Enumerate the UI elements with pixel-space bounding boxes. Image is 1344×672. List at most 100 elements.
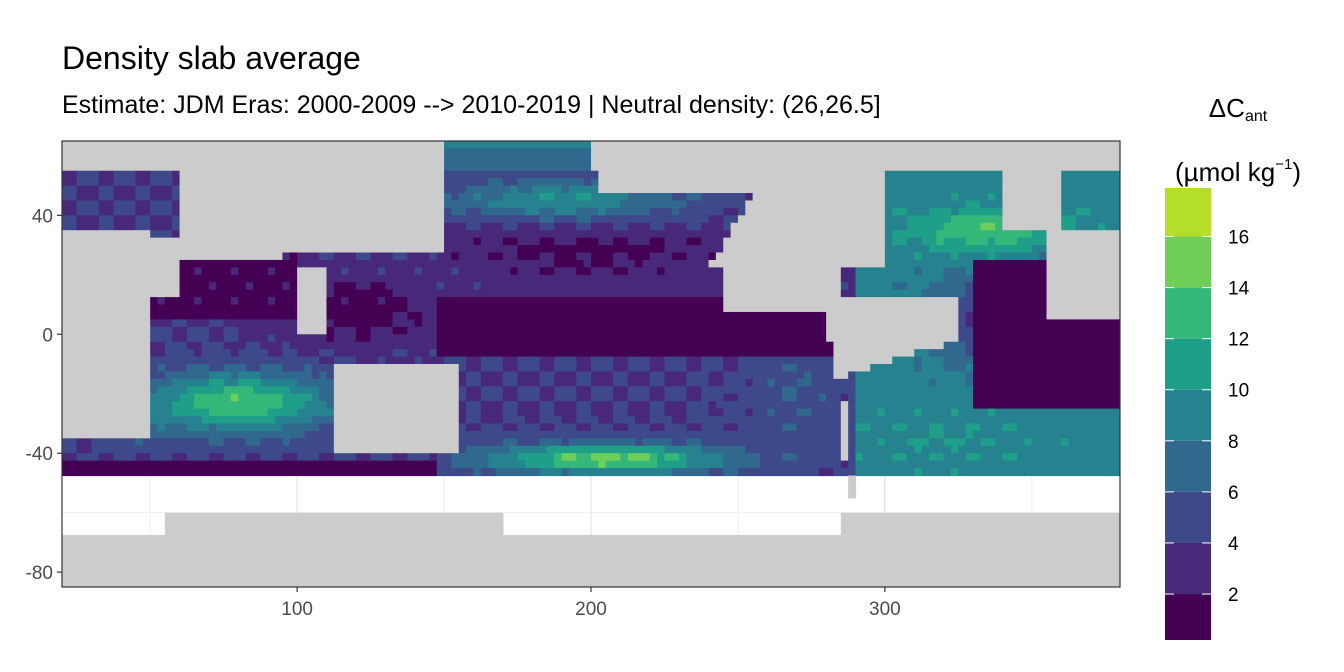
map-cell-run <box>517 222 541 231</box>
map-cell-run <box>480 207 526 216</box>
map-cell-run <box>855 453 864 462</box>
map-cell-run <box>591 378 614 387</box>
map-cell-run <box>98 200 115 209</box>
map-cell-run <box>723 356 739 365</box>
map-cell-run <box>605 460 658 469</box>
map-cell-run <box>208 282 217 291</box>
map-cell-run <box>943 237 967 246</box>
map-cell-run <box>973 401 1120 410</box>
map-cell-run <box>62 141 445 150</box>
map-cell-run <box>436 297 724 306</box>
map-cell-run <box>576 371 592 380</box>
colorbar-bin <box>1165 389 1211 441</box>
map-cell-run <box>745 445 842 454</box>
map-cell-run <box>451 453 489 462</box>
map-cell-run <box>539 393 555 402</box>
map-cell-run <box>473 193 482 202</box>
map-cell-run <box>591 252 614 261</box>
map-cell-run <box>76 185 100 194</box>
map-cell-run <box>855 438 879 447</box>
map-cell-run <box>840 453 849 462</box>
map-cell-run <box>319 349 335 358</box>
map-cell-run <box>848 430 857 439</box>
map-cell-run <box>1024 438 1033 447</box>
map-cell-run <box>62 542 1120 551</box>
map-cell-run <box>884 170 1004 179</box>
map-cell-run <box>517 178 585 187</box>
map-cell-run <box>495 468 541 477</box>
map-cell-run <box>965 364 974 373</box>
map-cell-run <box>458 430 842 439</box>
map-cell-run <box>62 364 151 373</box>
map-cell-run <box>649 453 658 462</box>
map-cell-run <box>848 408 857 417</box>
map-cell-run <box>458 371 467 380</box>
map-cell-run <box>855 371 967 380</box>
map-cell-run <box>62 207 78 216</box>
map-cell-run <box>201 341 225 350</box>
map-cell-run <box>855 468 915 477</box>
map-cell-run <box>466 386 482 395</box>
map-cell-run <box>62 215 78 224</box>
map-cell-run <box>429 349 438 358</box>
map-cell-run <box>150 364 159 373</box>
map-cell-run <box>326 282 335 291</box>
map-cell-run <box>172 185 181 194</box>
map-cell-run <box>811 408 842 417</box>
map-cell-run <box>1046 274 1120 283</box>
map-cell-run <box>745 207 886 216</box>
map-cell-run <box>539 438 563 447</box>
map-cell-run <box>840 520 1120 529</box>
map-cell-run <box>539 222 555 231</box>
map-cell-run <box>723 468 739 477</box>
map-cell-run <box>319 386 335 395</box>
map-cell-run <box>664 401 688 410</box>
map-cell-run <box>436 311 827 320</box>
map-cell-run <box>289 341 438 350</box>
map-cell-run <box>150 356 320 365</box>
map-cell-run <box>135 438 144 447</box>
map-cell-run <box>855 282 893 291</box>
map-cell-run <box>598 185 886 194</box>
map-cell-run <box>965 319 974 328</box>
map-cell-run <box>973 259 1048 268</box>
y-tick-label: -40 <box>26 444 53 465</box>
map-cell-run <box>723 207 739 216</box>
map-cell-run <box>686 453 724 462</box>
map-cell-run <box>385 356 416 365</box>
ocean-heatmap <box>62 141 1120 587</box>
map-cell-run <box>62 438 78 447</box>
map-cell-run <box>840 512 1120 521</box>
colorbar-label: 12 <box>1228 330 1249 351</box>
map-cell-run <box>914 364 923 373</box>
map-cell-run <box>627 371 651 380</box>
map-cell-run <box>686 423 702 432</box>
map-cell-run <box>1090 207 1120 216</box>
map-cell-run <box>297 326 328 335</box>
map-cell-run <box>561 416 577 425</box>
map-cell-run <box>554 222 577 231</box>
map-cell-run <box>370 453 394 462</box>
map-cell-run <box>914 252 923 261</box>
map-cell-run <box>605 207 651 216</box>
map-cell-run <box>730 230 886 239</box>
map-cell-run <box>958 311 967 320</box>
map-cell-run <box>855 267 915 276</box>
map-cell-run <box>613 222 629 231</box>
map-cell-run <box>238 267 269 276</box>
map-cell-run <box>502 237 519 246</box>
map-cell-run <box>649 364 666 373</box>
map-cell-run <box>539 371 555 380</box>
map-cell-run <box>884 215 908 224</box>
map-cell-run <box>752 378 768 387</box>
map-cell-run <box>480 393 504 402</box>
map-cell-run <box>179 267 195 276</box>
map-cell-run <box>554 401 577 410</box>
map-cell-run <box>150 222 173 231</box>
chart-subtitle: Estimate: JDM Eras: 2000-2009 --> 2010-2… <box>62 91 881 119</box>
map-cell-run <box>826 319 959 328</box>
map-cell-run <box>877 438 886 447</box>
map-cell-run <box>598 207 607 216</box>
map-cell-run <box>480 423 504 432</box>
map-cell-run <box>892 282 908 291</box>
